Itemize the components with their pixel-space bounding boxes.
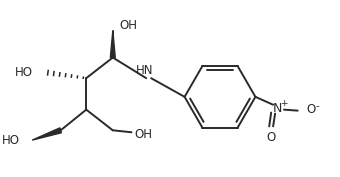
Text: O: O xyxy=(307,103,316,116)
Text: OH: OH xyxy=(134,128,152,141)
Text: HO: HO xyxy=(15,66,33,79)
Polygon shape xyxy=(32,128,62,140)
Text: O: O xyxy=(267,131,276,144)
Text: OH: OH xyxy=(120,19,138,32)
Text: N: N xyxy=(272,102,282,115)
Text: -: - xyxy=(316,101,319,111)
Text: +: + xyxy=(280,99,288,108)
Text: HN: HN xyxy=(136,64,153,77)
Polygon shape xyxy=(110,31,115,58)
Text: HO: HO xyxy=(2,134,20,147)
